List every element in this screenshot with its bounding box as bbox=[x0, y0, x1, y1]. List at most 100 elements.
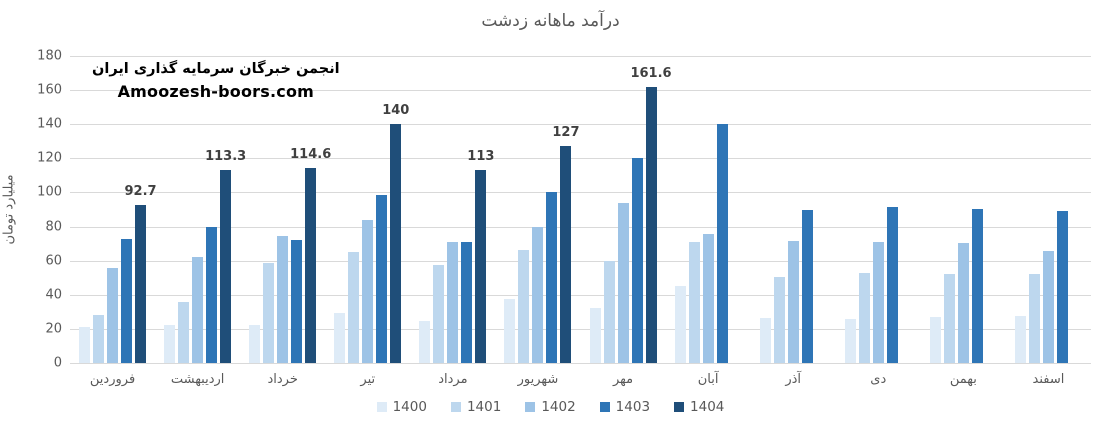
bar-1401 bbox=[603, 260, 615, 363]
bar-1403 bbox=[971, 208, 983, 363]
bar-1400 bbox=[164, 325, 176, 363]
bar-1401 bbox=[93, 315, 105, 363]
bar-1403 bbox=[801, 209, 813, 363]
y-tick-label: 160 bbox=[37, 82, 62, 98]
legend-label: 1402 bbox=[541, 399, 576, 415]
legend-label: 1404 bbox=[690, 399, 725, 415]
bar-1404 bbox=[560, 146, 572, 363]
bar-1400 bbox=[674, 286, 686, 363]
y-tick-label: 40 bbox=[45, 287, 62, 303]
bar-1401 bbox=[688, 241, 700, 363]
legend-swatch-1402 bbox=[525, 402, 536, 412]
gridline bbox=[70, 90, 1091, 92]
x-tick-label: شهریور bbox=[517, 372, 559, 387]
gridline bbox=[70, 192, 1091, 194]
y-tick-label: 0 bbox=[53, 355, 62, 371]
bar-1404 bbox=[135, 204, 147, 363]
x-tick-label: مرداد bbox=[438, 372, 468, 387]
x-tick-label: اسفند bbox=[1032, 372, 1065, 387]
gridline bbox=[70, 226, 1091, 228]
data-label: 127 bbox=[552, 125, 580, 141]
bar-1401 bbox=[858, 273, 870, 363]
bar-1401 bbox=[1028, 274, 1040, 363]
bar-1404 bbox=[305, 167, 317, 363]
gridline bbox=[70, 158, 1091, 160]
bar-1400 bbox=[929, 316, 941, 363]
gridline bbox=[70, 260, 1091, 262]
bar-1404 bbox=[220, 169, 232, 363]
legend: 1400 1401 1402 1403 1404 bbox=[0, 399, 1101, 415]
bar-1401 bbox=[773, 276, 785, 363]
data-label: 114.6 bbox=[290, 146, 332, 162]
x-tick-label: فروردین bbox=[89, 372, 136, 387]
bar-1403 bbox=[886, 206, 898, 363]
data-label: 113 bbox=[467, 149, 495, 165]
x-tick-label: بهمن bbox=[949, 372, 977, 387]
bar-1402 bbox=[362, 219, 374, 363]
bar-1402 bbox=[617, 202, 629, 363]
bar-1404 bbox=[475, 170, 487, 363]
bar-1400 bbox=[589, 308, 601, 363]
y-tick-label: 60 bbox=[45, 253, 62, 269]
bar-1403 bbox=[546, 192, 558, 363]
data-label: 161.6 bbox=[630, 66, 672, 82]
bar-1402 bbox=[532, 227, 544, 363]
bar-1402 bbox=[957, 242, 969, 363]
y-axis-title: میلیارد تومان bbox=[1, 174, 17, 245]
bar-1402 bbox=[702, 234, 714, 363]
bar-1401 bbox=[943, 274, 955, 363]
legend-item-1403: 1403 bbox=[599, 399, 651, 415]
y-tick-label: 80 bbox=[45, 219, 62, 235]
x-axis-line bbox=[70, 363, 1091, 364]
bar-1404 bbox=[390, 124, 402, 363]
data-label: 140 bbox=[382, 103, 410, 119]
bar-1401 bbox=[433, 264, 445, 363]
bar-1400 bbox=[844, 318, 856, 363]
legend-label: 1401 bbox=[466, 399, 502, 415]
bar-1402 bbox=[192, 257, 204, 363]
legend-label: 1400 bbox=[392, 399, 427, 415]
bar-1403 bbox=[376, 195, 388, 363]
bar-1402 bbox=[277, 235, 289, 363]
gridline bbox=[70, 294, 1091, 296]
bar-1403 bbox=[206, 226, 218, 363]
watermark-line-website: Amoozesh-boors.com bbox=[117, 82, 315, 102]
bar-1403 bbox=[121, 238, 133, 363]
legend-swatch-1401 bbox=[450, 402, 461, 412]
bar-1403 bbox=[631, 158, 643, 363]
x-tick-label: خرداد bbox=[267, 372, 298, 387]
bar-1400 bbox=[419, 321, 431, 363]
bar-1400 bbox=[334, 312, 346, 363]
x-tick-label: آبان bbox=[697, 372, 719, 387]
bar-1402 bbox=[447, 241, 459, 363]
y-tick-label: 120 bbox=[37, 150, 62, 166]
bar-1403 bbox=[716, 124, 728, 363]
y-tick-label: 20 bbox=[45, 321, 62, 337]
bar-1401 bbox=[518, 250, 530, 363]
legend-swatch-1403 bbox=[599, 402, 610, 412]
x-tick-label: مهر bbox=[612, 372, 634, 387]
data-label: 113.3 bbox=[205, 148, 247, 164]
plot-area: 0 20 40 60 80 100 120 140 160 180 فروردین 92.7 اردیب… bbox=[37, 49, 1091, 387]
bar-1402 bbox=[1042, 251, 1054, 363]
gridline bbox=[70, 328, 1091, 330]
x-tick-label: اردیبهشت bbox=[170, 372, 225, 387]
gridline bbox=[70, 124, 1091, 126]
legend-item-1402: 1402 bbox=[525, 399, 576, 415]
y-tick-label: 100 bbox=[37, 184, 62, 200]
legend-item-1401: 1401 bbox=[450, 399, 502, 415]
bar-1402 bbox=[872, 241, 884, 363]
bar-1401 bbox=[263, 263, 275, 363]
y-tick-label: 180 bbox=[37, 48, 62, 64]
gridline bbox=[70, 56, 1091, 57]
x-tick-label: تیر bbox=[360, 372, 376, 387]
bar-1400 bbox=[504, 299, 516, 363]
legend-label: 1403 bbox=[615, 399, 651, 415]
bar-1402 bbox=[787, 241, 799, 363]
bar-1404 bbox=[645, 87, 657, 363]
watermark-line-persian: انجمن خبرگان سرمایه گذاری ایران bbox=[92, 61, 340, 77]
legend-item-1404: 1404 bbox=[674, 399, 724, 415]
chart-title: درآمد ماهانه زدشت bbox=[481, 11, 620, 31]
bar-1400 bbox=[79, 327, 91, 363]
